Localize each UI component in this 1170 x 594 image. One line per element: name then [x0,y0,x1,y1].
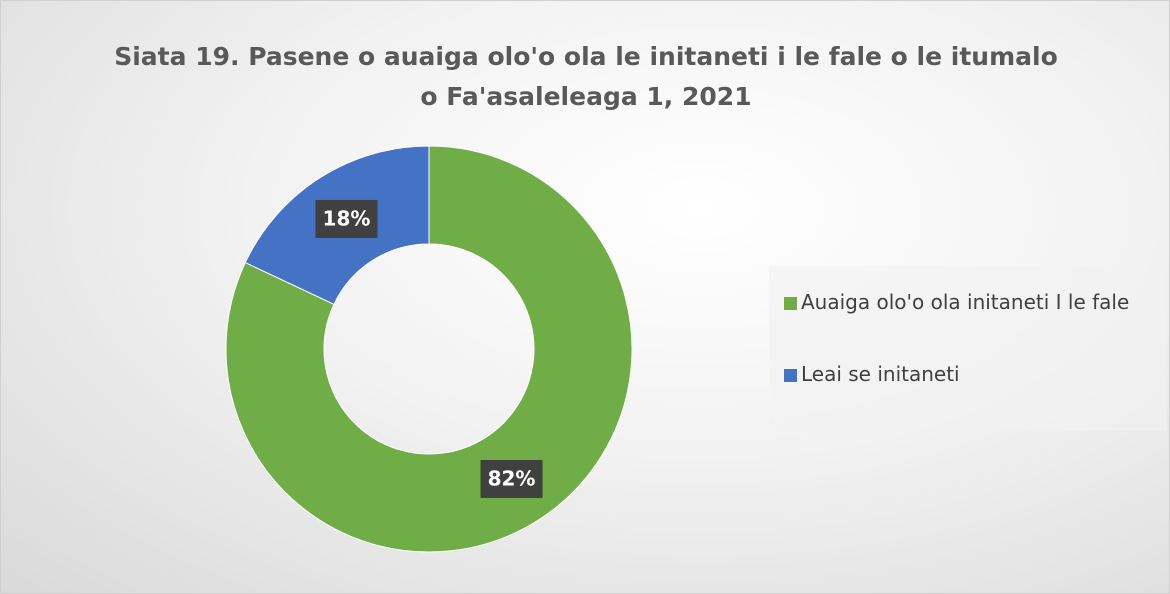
legend: Auaiga olo'o ola initaneti I le fale Leai… [769,266,1166,431]
legend-label: Leai se initaneti [801,362,960,386]
legend-swatch [784,297,797,310]
chart-title: Siata 19. Pasene o auaiga olo'o ola le i… [114,42,1058,111]
legend-entry: Leai se initaneti [784,358,1151,391]
legend-swatch [784,369,797,382]
data-label-box [315,199,378,238]
data-label: 18% [323,206,371,230]
donut-slice [225,145,633,553]
legend-label: Auaiga olo'o ola initaneti I le fale [801,290,1130,314]
data-label-box [480,460,543,499]
data-label: 82% [488,467,536,491]
legend-entry: Auaiga olo'o ola initaneti I le fale [784,286,1151,319]
